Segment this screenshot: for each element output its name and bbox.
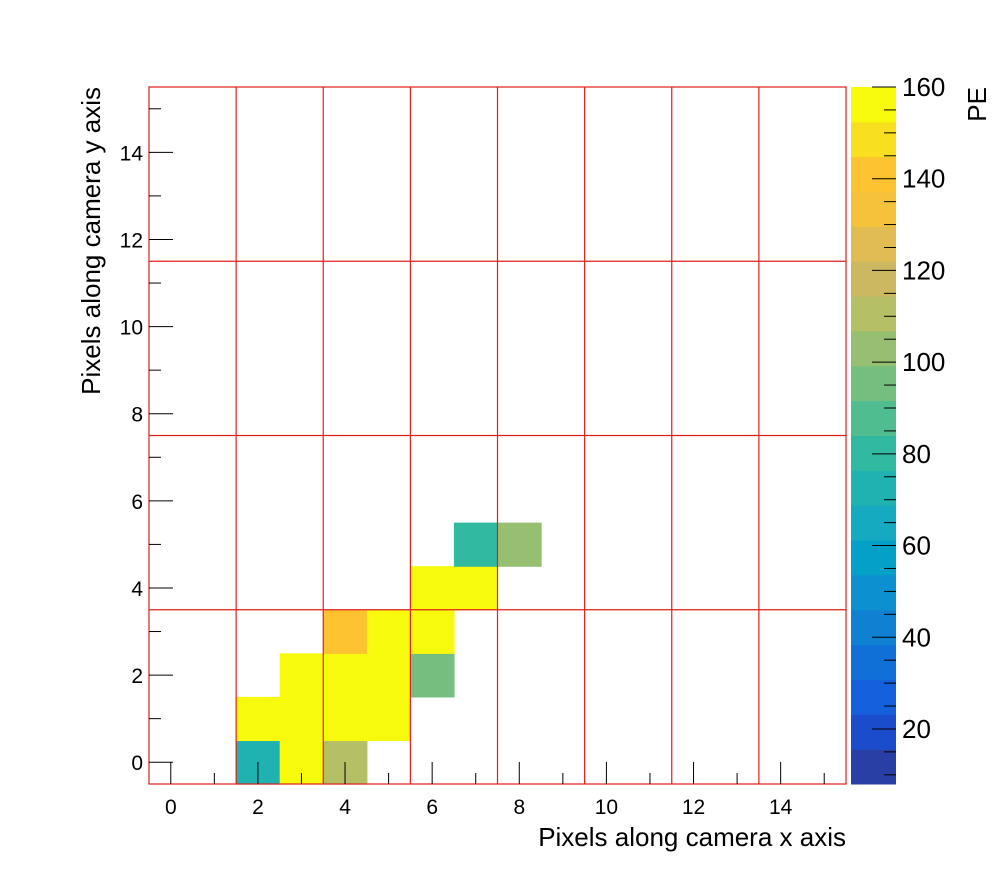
heatmap-cell [453,522,499,567]
heatmap-cell [323,653,368,698]
y-tick-label: 12 [120,229,143,252]
camera-grid [148,86,847,785]
x-tick-label: 10 [595,796,618,819]
colorbar-segment [851,365,896,402]
colorbar-tick-label: 100 [902,347,945,377]
x-tick-label: 8 [513,796,525,819]
heatmap-cell [410,609,455,654]
colorbar-tick-label: 20 [902,714,931,744]
grid-border [148,86,847,785]
y-tick-label: 2 [131,665,143,688]
colorbar-segment [851,574,896,611]
heatmap-cells [236,522,542,785]
colorbar-tick-label: 60 [902,531,931,561]
x-tick-label: 4 [339,796,351,819]
colorbar-tick-label: 160 [902,72,945,102]
colorbar-segment [851,261,896,297]
colorbar-segment [851,400,896,436]
heatmap-cell [410,653,455,698]
heatmap-cell [323,609,368,654]
y-tick-label: 14 [120,142,144,165]
x-tick-label: 0 [165,796,177,819]
heatmap-cell [279,696,324,742]
x-tick-label: 6 [426,796,438,819]
colorbar-segment [851,470,896,506]
heatmap-cell [366,653,411,698]
colorbar-segment [851,679,896,715]
heatmap-cell [497,522,542,567]
y-tick-label: 0 [131,752,143,775]
heatmap-cell [279,653,324,698]
y-tick-label: 8 [131,404,143,427]
colorbar-segment [851,644,896,680]
colorbar-tick-label: 80 [902,439,931,469]
x-tick-label: 2 [252,796,264,819]
colorbar-segment [851,156,896,193]
x-tick-label: 14 [769,796,793,819]
y-tick-label: 4 [131,578,143,601]
colorbar-tick-label: 120 [902,255,945,285]
y-axis: 0 2 4 6 8 10 12 14 [120,108,173,775]
colorbar-segment [851,714,896,750]
x-axis: 0 2 4 6 8 10 12 14 [165,762,825,819]
x-tick-label: 12 [682,796,705,819]
heatmap-cell [453,566,499,611]
colorbar-segment [851,121,896,158]
heatmap-cell [410,566,455,611]
colorbar-segment [851,226,896,262]
x-axis-title: Pixels along camera x axis [538,822,846,852]
colorbar-title: PE [962,87,992,122]
y-tick-label: 6 [131,491,143,514]
heatmap-cell [366,609,411,654]
colorbar-segment [851,330,896,367]
colorbar-segment [851,296,896,332]
colorbar-segment [851,435,896,471]
y-axis-title: Pixels along camera y axis [76,87,106,395]
heatmap-cell [366,696,411,742]
heatmap-cell [236,696,281,742]
heatmap-cell [323,696,368,742]
colorbar-tick-label: 40 [902,622,931,652]
colorbar-segment [851,609,896,646]
y-tick-label: 10 [120,317,143,340]
colorbar-tick-label: 140 [902,164,945,194]
colorbar-segment [851,87,896,123]
colorbar-segment [851,191,896,227]
colorbar: 20 40 60 80 100 120 140 160 [851,72,945,785]
colorbar-segment [851,749,896,785]
